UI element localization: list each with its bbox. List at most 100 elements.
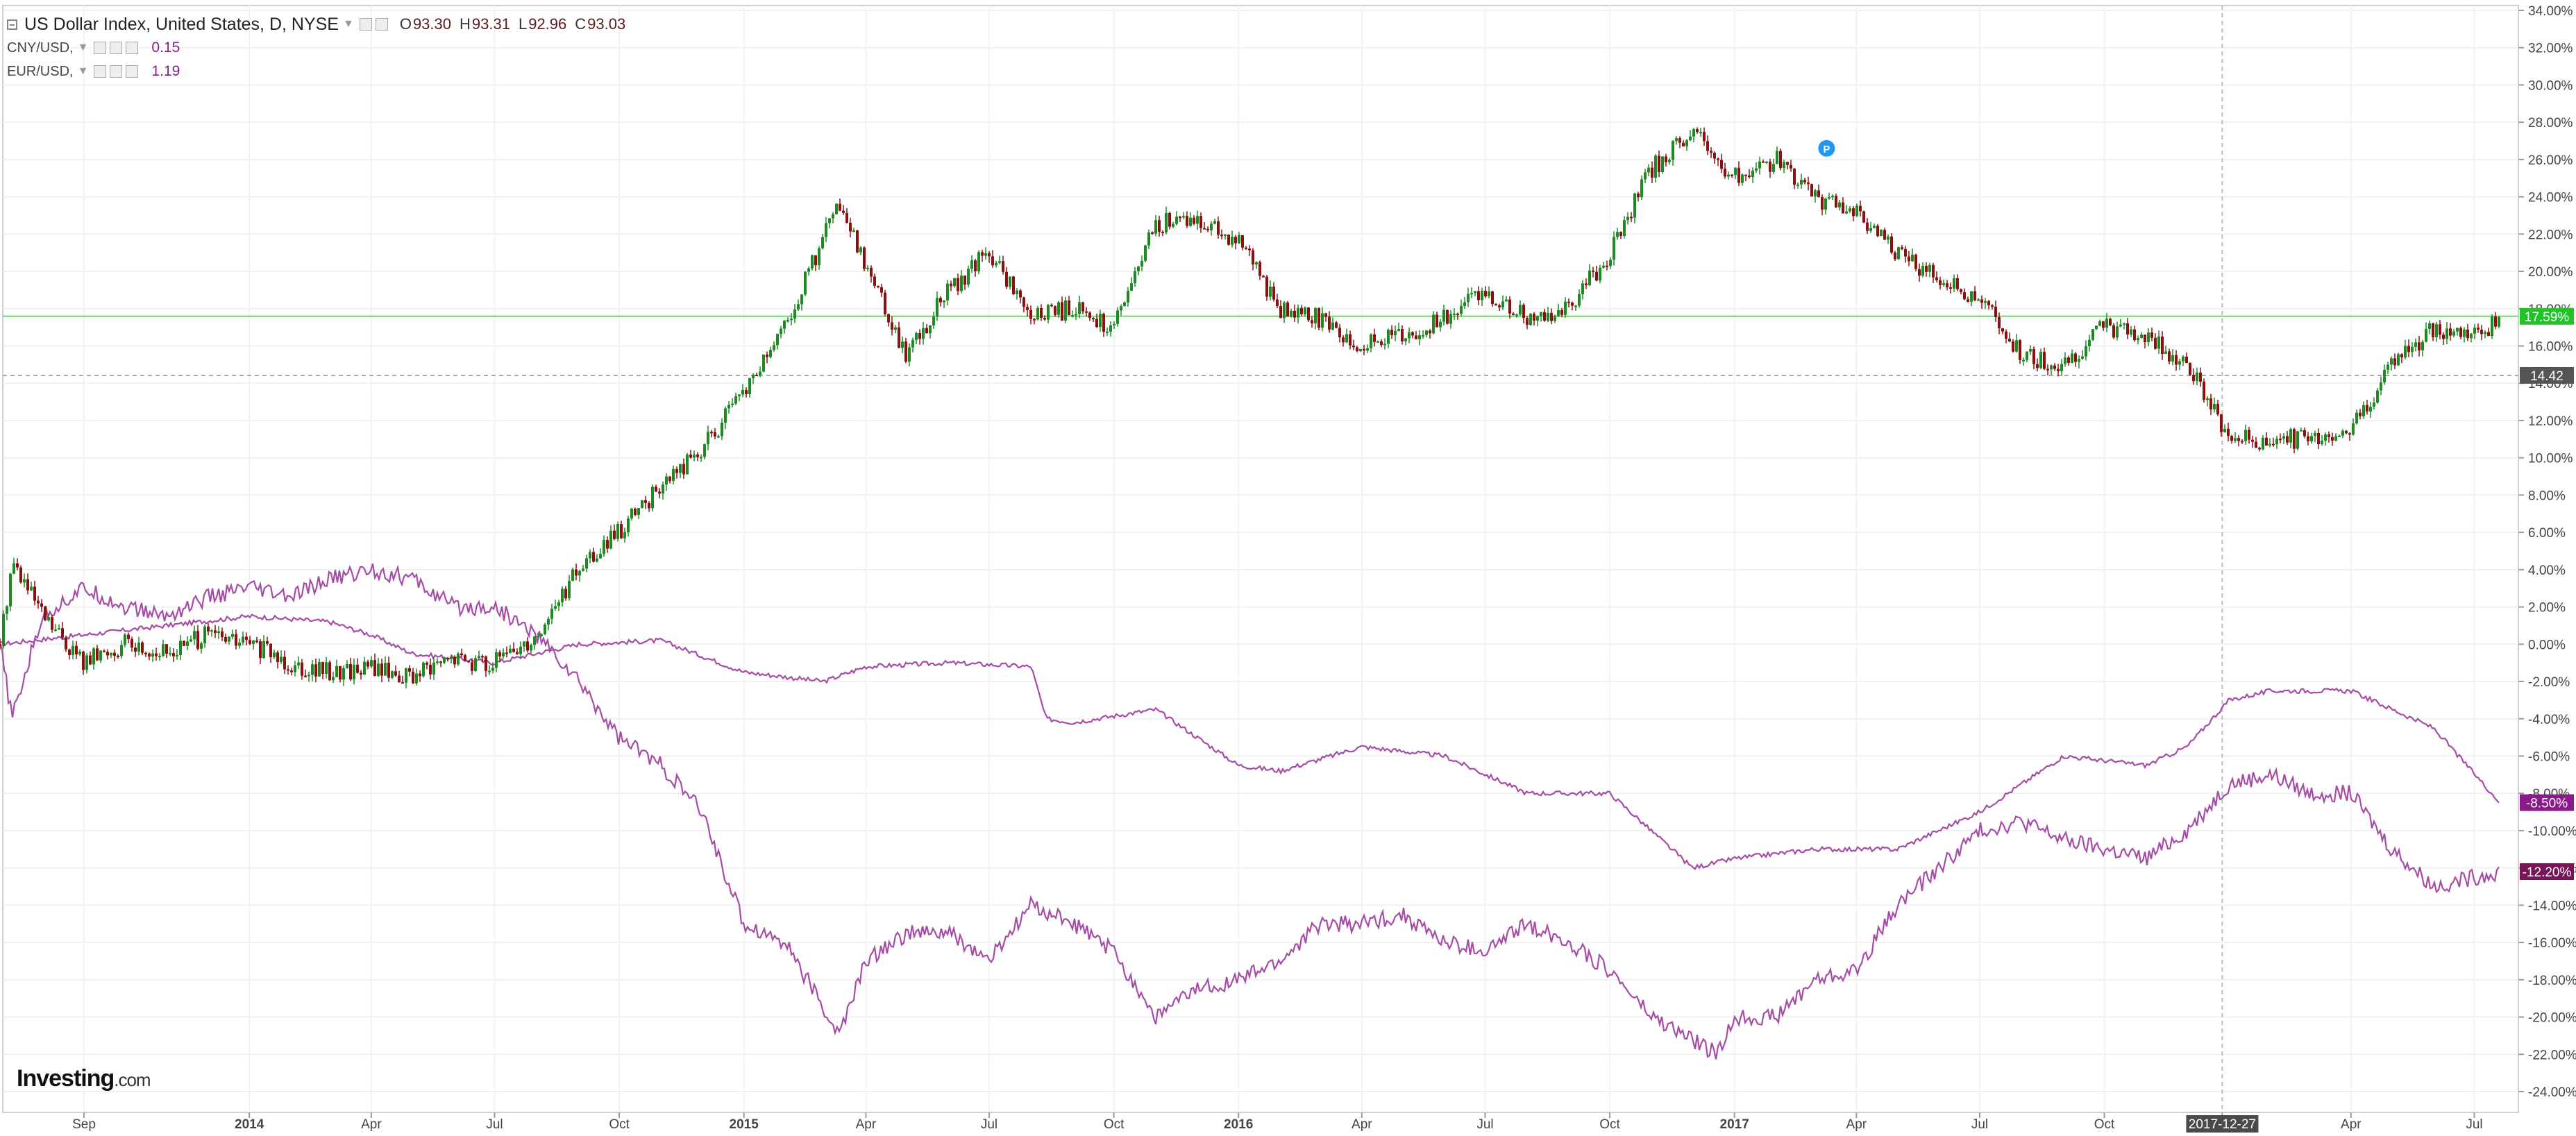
candle [1786,162,1789,165]
candle [134,647,137,652]
candle [675,468,678,473]
investing-logo[interactable]: Investing.com [17,1065,151,1092]
candle [158,655,161,657]
candle [1876,226,1879,237]
candle [2275,439,2278,445]
close-icon[interactable] [126,42,139,54]
candle [221,631,224,638]
candle [1179,217,1181,219]
x-axis[interactable]: Sep 2014 Apr Jul Oct 2015 Apr Jul Oct 2016 Apr Jul O… [72,1112,2483,1133]
y-tick-label: -22.00% [2528,1048,2576,1062]
candle [1956,278,1959,289]
candle [2449,328,2452,336]
candle [717,436,720,438]
candle [1567,301,1570,303]
candle [2300,430,2303,432]
candle [877,285,879,287]
candle [276,652,279,662]
candle [1973,291,1976,300]
candle [1515,314,1518,316]
candle [464,655,466,661]
candle [1380,341,1383,345]
candle [1533,314,1535,321]
candle [193,631,196,640]
candle [40,603,43,607]
candle [2060,364,2063,372]
candle [2144,334,2146,343]
series-line-eur-usd[interactable] [0,563,2500,1060]
candle [68,649,71,655]
hide-icon[interactable] [110,65,123,78]
candle [870,267,873,277]
candle [1359,348,1362,352]
candle [1765,161,1768,163]
candle [495,652,498,668]
chevron-down-icon[interactable]: ▼ [77,65,89,77]
event-marker-icon[interactable] [1818,139,1835,157]
candle [12,563,15,574]
candle [2012,341,2014,352]
chevron-down-icon[interactable]: ▼ [342,18,354,30]
candle [960,275,963,291]
candle [1425,330,1428,335]
candle [2293,429,2296,449]
candle [773,345,775,350]
chevron-down-icon[interactable]: ▼ [77,42,89,53]
candle [2327,434,2330,437]
candle [644,500,647,503]
legend-series-row: CNY/USD, ▼ 0.15 [7,36,625,60]
y-tick-label: 34.00% [2528,4,2573,19]
settings-icon[interactable] [94,42,107,54]
candle [2071,353,2073,363]
candle [2359,412,2362,416]
candle [1106,331,1109,333]
candle [1040,307,1043,318]
event-marker-label: P [1823,144,1830,155]
candle [721,423,723,436]
candle [1370,334,1372,348]
candle [308,675,310,677]
candle [1599,267,1601,281]
settings-icon[interactable] [94,65,107,78]
candle [2154,337,2157,349]
candle [1248,248,1251,251]
candle [596,558,598,562]
event-marker[interactable]: P [1818,139,1835,157]
candle [235,634,237,646]
candle [1300,307,1303,314]
candle [2376,390,2379,403]
candle [1880,230,1883,237]
candle [1564,301,1567,315]
candle [1869,228,1872,231]
plot-area[interactable]: P [0,127,2500,1060]
y-tick-label: 4.00% [2528,563,2566,578]
candle [1199,216,1202,228]
candle [1779,151,1782,169]
candle [835,203,838,214]
candle [429,664,432,675]
close-icon[interactable] [126,65,139,78]
candle [148,653,151,657]
hide-icon[interactable] [375,18,388,31]
candle [155,653,158,656]
candle [373,660,376,677]
candle [224,637,227,642]
collapse-icon[interactable] [7,19,17,30]
candle [467,661,470,663]
candle [1029,310,1032,319]
candlestick-series[interactable] [0,127,2500,689]
candle [169,653,171,655]
candle [703,444,706,457]
settings-icon[interactable] [359,18,372,31]
candle [2314,432,2316,436]
candle [2494,316,2497,327]
series-line-cny-usd[interactable] [0,613,2500,870]
candle [367,661,369,667]
hide-icon[interactable] [110,42,123,54]
candle [1501,301,1504,307]
y-tick-label: -18.00% [2528,974,2576,988]
candle [1783,162,1785,169]
candle [898,327,900,348]
candle [724,408,727,423]
